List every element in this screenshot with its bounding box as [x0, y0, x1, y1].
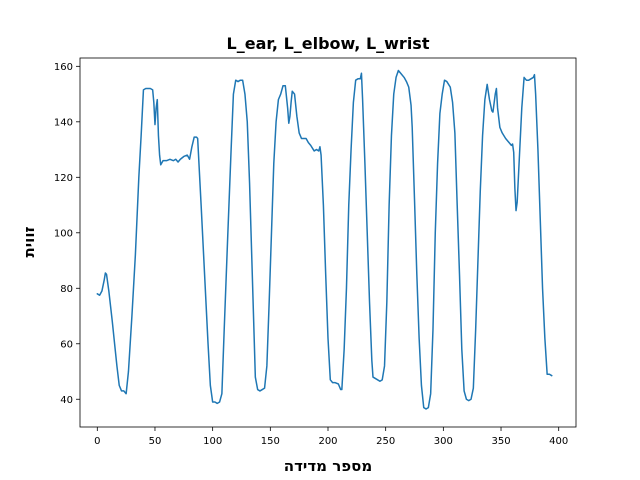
- x-tick-label: 100: [203, 436, 222, 447]
- y-tick-label: 140: [54, 117, 73, 128]
- x-tick-label: 300: [434, 436, 453, 447]
- y-axis-ticks: 40 60 80 100 120 140 160: [54, 62, 80, 406]
- x-axis-label: מספר מדידה: [284, 457, 372, 475]
- y-tick-label: 60: [60, 339, 73, 350]
- y-tick-label: 40: [60, 395, 73, 406]
- x-tick-label: 400: [549, 436, 568, 447]
- y-tick-label: 120: [54, 173, 73, 184]
- y-tick-label: 160: [54, 62, 73, 73]
- x-tick-label: 0: [94, 436, 100, 447]
- x-tick-label: 50: [149, 436, 162, 447]
- x-tick-label: 350: [491, 436, 510, 447]
- x-axis-ticks: 0 50 100 150 200 250 300 350 400: [94, 427, 568, 447]
- x-tick-label: 150: [261, 436, 280, 447]
- y-axis-label: זווית: [20, 227, 38, 258]
- x-tick-label: 200: [318, 436, 337, 447]
- plot-area-frame: [79, 57, 577, 428]
- chart-title: L_ear, L_elbow, L_wrist: [227, 34, 430, 53]
- y-tick-label: 80: [60, 284, 73, 295]
- series-line: [96, 69, 553, 410]
- y-tick-label: 100: [54, 228, 73, 239]
- x-tick-label: 250: [376, 436, 395, 447]
